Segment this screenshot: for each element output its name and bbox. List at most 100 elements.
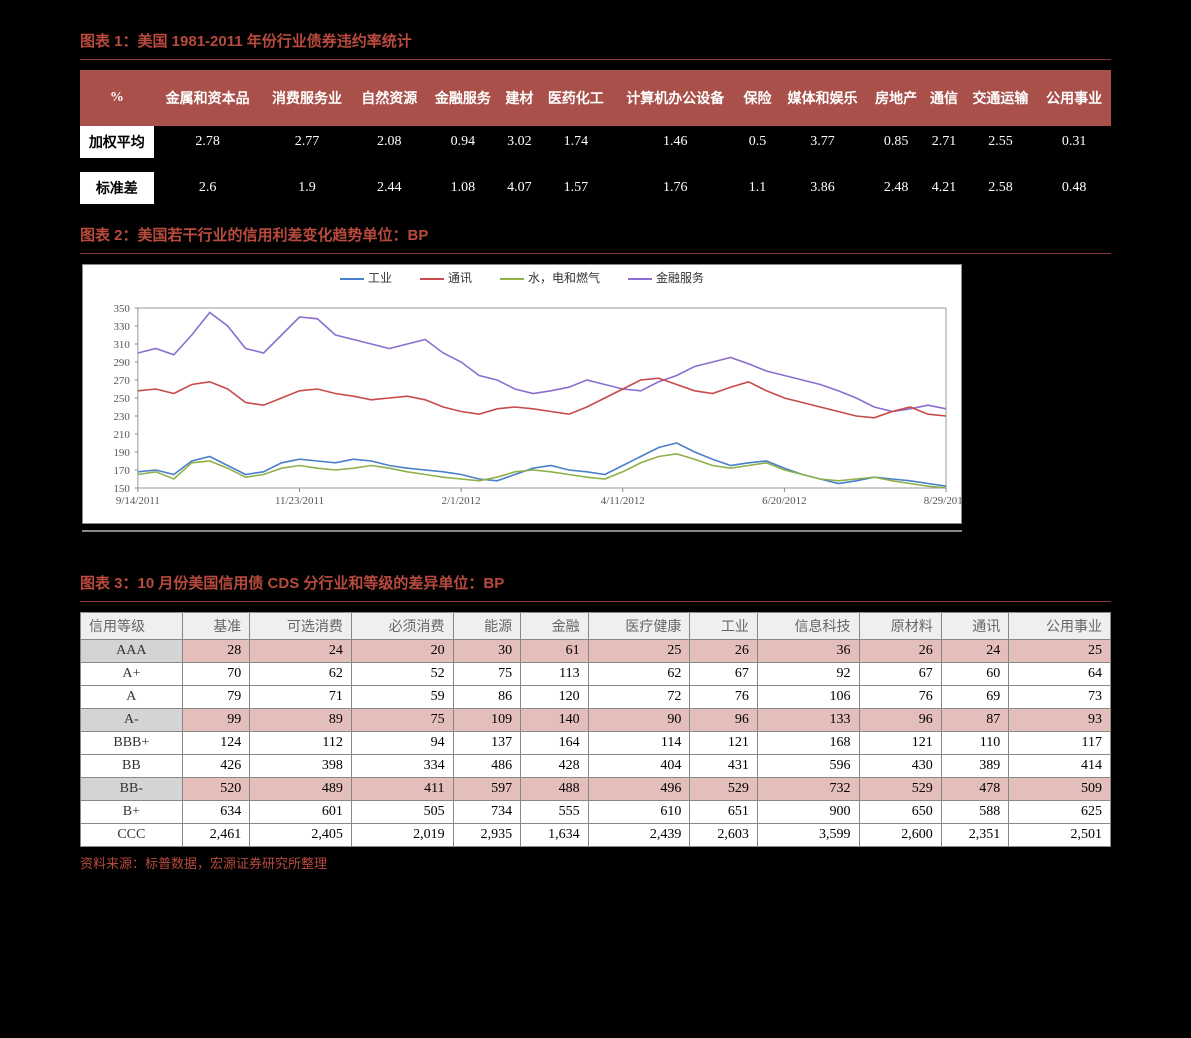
t3-cell: 109 (453, 709, 521, 732)
t3-cell: 596 (757, 755, 859, 778)
svg-text:310: 310 (113, 339, 130, 351)
t1-col-header: 交通运输 (964, 70, 1038, 126)
t3-col-header: 工业 (690, 613, 758, 640)
t3-cell: 651 (690, 801, 758, 824)
legend-item: 通讯 (420, 271, 472, 285)
t1-cell: 2.6 (154, 172, 262, 204)
t1-cell: 2.77 (262, 126, 353, 158)
table-row: CCC2,4612,4052,0192,9351,6342,4392,6033,… (81, 824, 1111, 847)
t3-cell: 734 (453, 801, 521, 824)
t3-cell: 555 (521, 801, 589, 824)
legend-swatch (420, 278, 444, 280)
t3-col-header: 通讯 (941, 613, 1009, 640)
t3-cell: 87 (941, 709, 1009, 732)
table1: %金属和资本品消费服务业自然资源金融服务建材医药化工计算机办公设备保险媒体和娱乐… (80, 70, 1111, 204)
t1-cell: 1.46 (613, 126, 738, 158)
t3-cell: 117 (1009, 732, 1111, 755)
t3-cell: 113 (521, 663, 589, 686)
t1-col-header: 通信 (924, 70, 963, 126)
t3-cell: 137 (453, 732, 521, 755)
svg-text:250: 250 (113, 393, 130, 405)
t3-cell: 62 (250, 663, 352, 686)
t3-cell: 529 (690, 778, 758, 801)
t3-cell: 732 (757, 778, 859, 801)
table-row: A+70625275113626792676064 (81, 663, 1111, 686)
t1-col-header: 房地产 (868, 70, 924, 126)
t1-col-header: 公用事业 (1037, 70, 1111, 126)
t1-cell: 1.57 (539, 172, 613, 204)
t3-cell: 411 (351, 778, 453, 801)
t3-cell: 168 (757, 732, 859, 755)
t1-col-header: 消费服务业 (262, 70, 353, 126)
t3-cell: 94 (351, 732, 453, 755)
t3-cell: 64 (1009, 663, 1111, 686)
t3-cell: 86 (453, 686, 521, 709)
t1-col-header: 金属和资本品 (154, 70, 262, 126)
t3-cell: 2,351 (941, 824, 1009, 847)
figure3-rule (80, 601, 1111, 602)
svg-text:9/14/2011: 9/14/2011 (116, 495, 160, 507)
table-row: B+634601505734555610651900650588625 (81, 801, 1111, 824)
svg-text:170: 170 (113, 465, 130, 477)
t3-cell: 70 (182, 663, 250, 686)
t3-cell: 69 (941, 686, 1009, 709)
t3-cell: 120 (521, 686, 589, 709)
t3-cell: 72 (588, 686, 690, 709)
t3-cell: 588 (941, 801, 1009, 824)
t1-col-header: 医药化工 (539, 70, 613, 126)
t1-cell: 0.85 (868, 126, 924, 158)
t3-cell: 62 (588, 663, 690, 686)
table-row: A797159861207276106766973 (81, 686, 1111, 709)
t3-cell: 489 (250, 778, 352, 801)
svg-text:270: 270 (113, 375, 130, 387)
table-row: AAA2824203061252636262425 (81, 640, 1111, 663)
t3-row-label: BB (81, 755, 183, 778)
figure2-rule (80, 253, 1111, 254)
svg-text:2/1/2012: 2/1/2012 (442, 495, 481, 507)
t3-row-label: AAA (81, 640, 183, 663)
t1-cell: 0.48 (1037, 172, 1111, 204)
t3-col-header: 可选消费 (250, 613, 352, 640)
t1-cell: 1.08 (426, 172, 500, 204)
t3-cell: 164 (521, 732, 589, 755)
t1-col-header: 建材 (500, 70, 539, 126)
figure3-title: 图表 3：10 月份美国信用债 CDS 分行业和等级的差异单位：BP (80, 572, 1111, 593)
t3-cell: 601 (250, 801, 352, 824)
t3-cell: 414 (1009, 755, 1111, 778)
t3-cell: 2,600 (859, 824, 941, 847)
t1-cell: 3.77 (777, 126, 868, 158)
table3: 信用等级基准可选消费必须消费能源金融医疗健康工业信息科技原材料通讯公用事业 AA… (80, 612, 1111, 847)
t3-cell: 36 (757, 640, 859, 663)
t1-cell: 3.02 (500, 126, 539, 158)
t3-row-label: BBB+ (81, 732, 183, 755)
t3-cell: 2,019 (351, 824, 453, 847)
legend-item: 水，电和燃气 (500, 271, 600, 285)
t3-cell: 61 (521, 640, 589, 663)
t3-cell: 430 (859, 755, 941, 778)
line-chart: 1501701902102302502702903103303509/14/20… (83, 288, 961, 508)
t3-row-label: B+ (81, 801, 183, 824)
t1-col-header: 计算机办公设备 (613, 70, 738, 126)
t1-cell: 1.74 (539, 126, 613, 158)
t1-cell: 0.31 (1037, 126, 1111, 158)
t3-cell: 2,405 (250, 824, 352, 847)
figure1-title: 图表 1：美国 1981-2011 年份行业债券违约率统计 (80, 30, 1111, 51)
svg-text:350: 350 (113, 303, 130, 315)
t1-cell: 4.07 (500, 172, 539, 204)
t1-cell: 2.08 (352, 126, 426, 158)
svg-text:11/23/2011: 11/23/2011 (275, 495, 324, 507)
t3-col-header: 必须消费 (351, 613, 453, 640)
svg-text:190: 190 (113, 447, 130, 459)
t3-cell: 24 (941, 640, 1009, 663)
t3-cell: 92 (757, 663, 859, 686)
t3-cell: 634 (182, 801, 250, 824)
t3-cell: 2,501 (1009, 824, 1111, 847)
svg-text:210: 210 (113, 429, 130, 441)
t3-row-label: A- (81, 709, 183, 732)
t3-cell: 90 (588, 709, 690, 732)
t3-cell: 114 (588, 732, 690, 755)
t3-cell: 112 (250, 732, 352, 755)
t3-col-header: 金融 (521, 613, 589, 640)
t3-cell: 486 (453, 755, 521, 778)
t3-col-header: 原材料 (859, 613, 941, 640)
